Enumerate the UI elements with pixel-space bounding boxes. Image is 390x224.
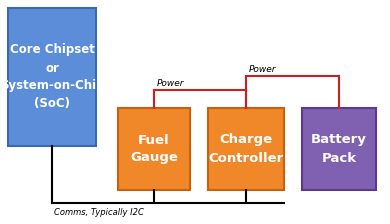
Text: Power: Power [157,79,184,88]
Text: Fuel
Gauge: Fuel Gauge [130,134,178,164]
FancyBboxPatch shape [302,108,376,190]
Text: Core Chipset
or
System-on-Chip
(SoC): Core Chipset or System-on-Chip (SoC) [0,43,104,110]
FancyBboxPatch shape [8,8,96,146]
Text: Comms, Typically I2C: Comms, Typically I2C [54,208,144,217]
FancyBboxPatch shape [208,108,284,190]
Text: Battery
Pack: Battery Pack [311,134,367,164]
FancyBboxPatch shape [118,108,190,190]
Text: Power: Power [249,65,277,74]
Text: Charge
Controller: Charge Controller [208,134,284,164]
